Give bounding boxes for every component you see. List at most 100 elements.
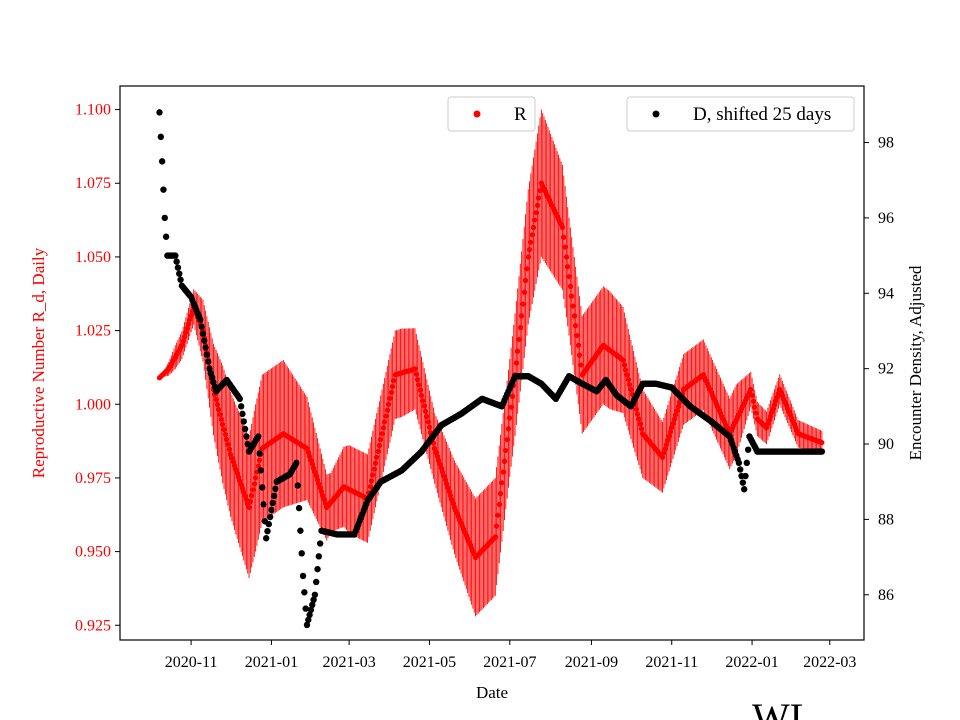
watermark-text: WL — [752, 695, 814, 720]
y-left-tick-label: 0.975 — [75, 470, 111, 487]
r-point — [533, 210, 539, 216]
r-point — [221, 426, 227, 433]
r-point — [253, 475, 259, 481]
y-right-tick-label: 86 — [878, 587, 894, 604]
r-point — [633, 406, 639, 412]
d-point — [158, 158, 166, 165]
r-point — [625, 377, 631, 383]
y-right-tick-label: 94 — [878, 285, 894, 302]
d-point — [742, 472, 749, 480]
d-point — [744, 446, 752, 453]
y-left-axis-ticks: 0.925 0.950 0.975 1.000 1.025 1.050 1.075 1.100 — [75, 102, 120, 634]
r-point — [536, 195, 542, 201]
r-point — [247, 498, 253, 505]
r-point — [372, 460, 379, 466]
d-point — [198, 323, 205, 330]
d-point — [311, 591, 319, 598]
r-point — [389, 383, 396, 390]
y-left-tick-label: 0.950 — [75, 544, 111, 561]
r-point — [508, 404, 514, 410]
r-point — [624, 372, 630, 378]
r-point — [417, 387, 423, 393]
d-point — [177, 276, 184, 283]
r-point — [224, 436, 230, 442]
d-point — [739, 479, 747, 486]
y-left-tick-label: 1.000 — [75, 396, 111, 413]
r-point — [620, 357, 626, 363]
d-point — [172, 252, 179, 259]
x-tick-label: 2020-11 — [165, 654, 218, 671]
r-point — [501, 458, 508, 464]
r-point — [494, 523, 500, 529]
d-point — [203, 351, 211, 358]
r-point — [532, 217, 538, 223]
r-point — [384, 407, 390, 413]
r-point — [566, 273, 572, 280]
r-point — [416, 382, 422, 388]
d-point — [299, 572, 307, 580]
d-point — [236, 395, 244, 403]
legend-r-marker — [473, 110, 481, 118]
r-point — [250, 487, 256, 493]
r-point — [426, 424, 433, 430]
r-point — [412, 366, 418, 372]
r-point — [749, 392, 755, 399]
r-point — [391, 378, 397, 384]
d-point — [737, 466, 744, 473]
legend-r-box — [447, 96, 536, 132]
r-point — [367, 484, 373, 490]
r-point — [621, 362, 627, 368]
x-tick-label: 2021-03 — [322, 654, 375, 671]
d-point — [173, 258, 180, 265]
r-point — [251, 481, 257, 487]
d-point — [269, 499, 276, 507]
r-point — [507, 415, 513, 421]
r-point — [524, 266, 530, 272]
r-point — [752, 404, 758, 410]
d-point — [307, 606, 315, 614]
r-point — [387, 395, 393, 401]
d-point — [256, 450, 263, 457]
d-point — [301, 589, 308, 596]
d-point — [199, 330, 207, 337]
d-point — [272, 485, 279, 492]
r-point — [422, 408, 429, 414]
x-tick-label: 2021-09 — [565, 654, 618, 671]
r-point — [500, 469, 506, 475]
d-point — [202, 344, 209, 351]
legend-r-label: R — [514, 104, 527, 125]
r-point — [627, 382, 633, 388]
r-point — [213, 396, 219, 403]
d-series-layer — [156, 109, 826, 629]
d-point — [297, 527, 304, 534]
d-point — [266, 513, 274, 521]
r-point — [217, 411, 223, 418]
r-point — [425, 419, 431, 425]
r-point — [753, 410, 759, 416]
d-point — [303, 621, 311, 629]
d-point — [197, 316, 204, 323]
r-point — [497, 491, 504, 497]
y-left-tick-label: 1.025 — [75, 323, 111, 340]
r-point — [509, 393, 516, 399]
r-point — [383, 413, 389, 419]
r-point — [529, 232, 535, 238]
r-point — [576, 352, 583, 358]
d-point — [257, 467, 265, 474]
r-point — [750, 398, 756, 404]
d-point — [310, 596, 317, 604]
r-point — [575, 342, 581, 348]
d-point — [259, 484, 266, 491]
r-point — [525, 254, 531, 260]
x-tick-label: 2022-03 — [803, 654, 856, 671]
d-point — [240, 418, 247, 425]
r-point — [516, 336, 522, 343]
r-point — [515, 348, 521, 354]
r-point — [424, 414, 430, 420]
y-right-tick-label: 88 — [878, 511, 894, 528]
d-point — [265, 520, 272, 528]
r-point — [569, 293, 575, 299]
r-point — [220, 421, 226, 428]
plot-frame — [119, 85, 865, 641]
d-point — [239, 410, 246, 418]
